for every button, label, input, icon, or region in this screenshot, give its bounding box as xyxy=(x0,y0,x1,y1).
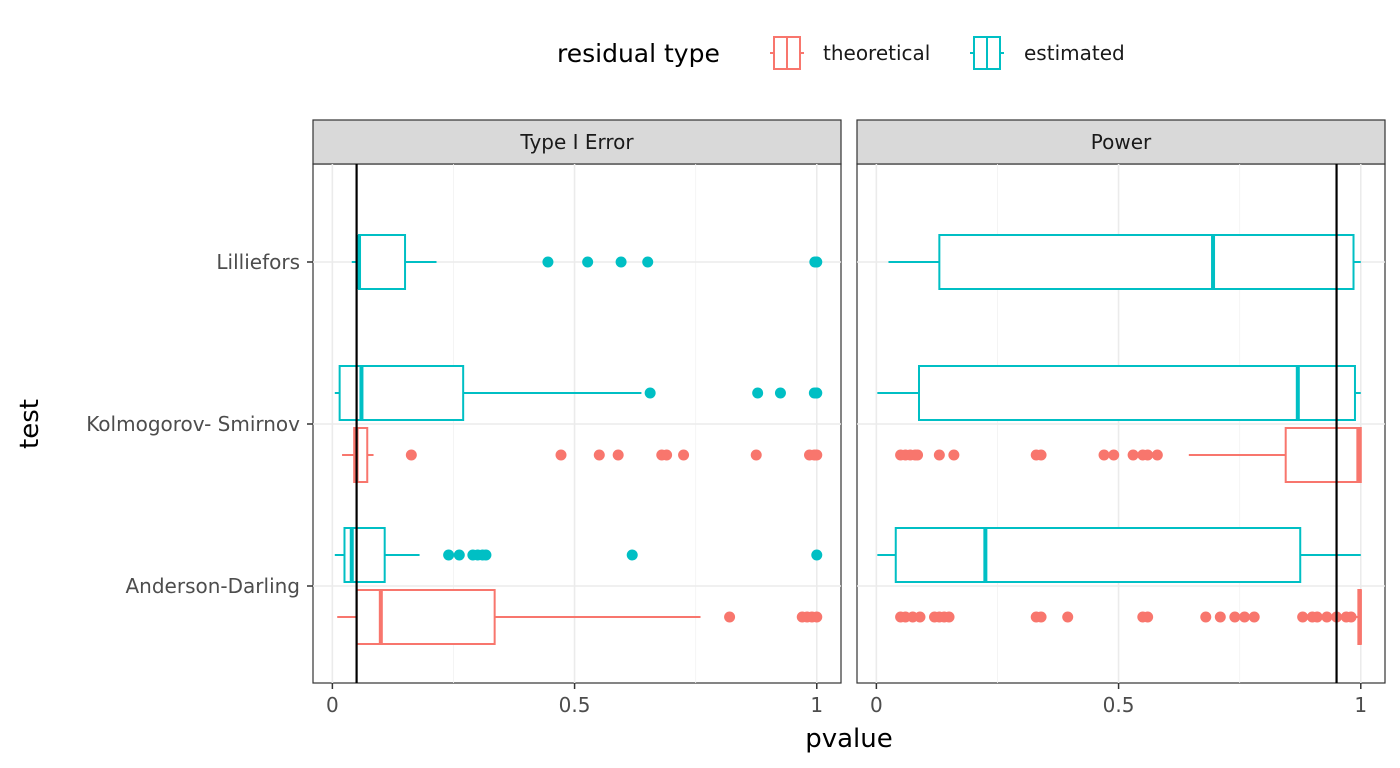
y-axis-title: test xyxy=(15,399,45,449)
y-tick-label-anderson-darling: Anderson-Darling xyxy=(126,574,301,598)
outlier-point xyxy=(1229,611,1241,623)
y-tick-label-kolmogorov-smirnov: Kolmogorov- Smirnov xyxy=(86,412,300,436)
panel-type-i-error: Type I Error 0 0.5 1 Lilliefors Kolmogorov- S… xyxy=(86,119,842,717)
outlier-point xyxy=(1035,611,1047,623)
x-tick-label: 1 xyxy=(810,693,823,717)
outlier-point xyxy=(750,449,762,461)
box-kolmogorov-smirnov-theoretical xyxy=(895,427,1362,483)
box-lilliefors-estimated xyxy=(351,234,823,290)
outlier-point xyxy=(811,449,823,461)
box-anderson-darling-estimated xyxy=(334,527,823,583)
outlier-point xyxy=(724,611,736,623)
outlier-point xyxy=(774,387,786,399)
box-iqr xyxy=(918,365,1356,421)
box-iqr xyxy=(355,589,496,645)
x-tick-label: 0 xyxy=(326,693,339,717)
outlier-point xyxy=(914,611,926,623)
box-anderson-darling-estimated xyxy=(877,527,1361,583)
x-tick-label: 0.5 xyxy=(1103,693,1135,717)
outlier-point xyxy=(1248,611,1260,623)
outlier-point xyxy=(555,449,567,461)
outlier-point xyxy=(948,449,960,461)
outlier-point xyxy=(480,549,492,561)
box-iqr xyxy=(894,527,1302,583)
outlier-point xyxy=(933,449,945,461)
facet-strip xyxy=(856,119,1386,165)
outlier-point xyxy=(593,449,605,461)
box-lilliefors-estimated xyxy=(888,234,1361,290)
outlier-point xyxy=(453,549,465,561)
box-iqr xyxy=(338,365,465,421)
outlier-point xyxy=(912,449,924,461)
legend-title: residual type xyxy=(557,39,720,68)
outlier-point xyxy=(811,387,823,399)
legend-entry-theoretical: theoretical xyxy=(770,36,930,70)
outlier-point xyxy=(626,549,638,561)
outlier-point xyxy=(1062,611,1074,623)
box-iqr xyxy=(358,234,407,290)
y-tick-label-lilliefors: Lilliefors xyxy=(216,250,300,274)
outlier-point xyxy=(811,611,823,623)
outlier-point xyxy=(1035,449,1047,461)
panel-power: Power 0 0.5 1 xyxy=(856,119,1386,717)
x-tick-label: 0 xyxy=(870,693,883,717)
facet-strip xyxy=(312,119,842,165)
outlier-point xyxy=(644,387,656,399)
outlier-point xyxy=(1214,611,1226,623)
outlier-point xyxy=(1142,449,1154,461)
box-iqr xyxy=(1284,427,1362,483)
outlier-point xyxy=(1321,611,1333,623)
legend: residual type theoretical estimated xyxy=(557,36,1125,70)
outlier-point xyxy=(1297,611,1309,623)
outlier-point xyxy=(1098,449,1110,461)
box-anderson-darling-theoretical xyxy=(337,589,823,645)
outlier-point xyxy=(405,449,417,461)
outlier-point xyxy=(612,449,624,461)
outlier-point xyxy=(1108,449,1120,461)
outlier-point xyxy=(642,256,654,268)
outlier-point xyxy=(1311,611,1323,623)
facet-strip-label: Type I Error xyxy=(519,130,634,154)
outlier-point xyxy=(1239,611,1251,623)
outlier-point xyxy=(811,549,823,561)
box-kolmogorov-smirnov-estimated xyxy=(877,365,1361,421)
legend-entries: theoretical estimated xyxy=(770,36,1125,70)
outlier-point xyxy=(582,256,594,268)
box-kolmogorov-smirnov-estimated xyxy=(334,365,823,421)
facet-strip-label: Power xyxy=(1091,130,1152,154)
facet-panels: Type I Error 0 0.5 1 Lilliefors Kolmogorov- S… xyxy=(86,119,1386,717)
outlier-point xyxy=(1345,611,1357,623)
outlier-point xyxy=(752,387,764,399)
outlier-point xyxy=(661,449,673,461)
x-tick-label: 1 xyxy=(1354,693,1367,717)
outlier-point xyxy=(678,449,690,461)
legend-label-estimated: estimated xyxy=(1024,41,1125,65)
x-axis-title: pvalue xyxy=(805,724,893,754)
box-iqr xyxy=(938,234,1355,290)
outlier-point xyxy=(943,611,955,623)
legend-label-theoretical: theoretical xyxy=(823,41,930,65)
outlier-point xyxy=(443,549,455,561)
outlier-point xyxy=(1200,611,1212,623)
outlier-point xyxy=(542,256,554,268)
x-tick-label: 0.5 xyxy=(559,693,591,717)
outlier-point xyxy=(1142,611,1154,623)
legend-entry-estimated: estimated xyxy=(970,36,1125,70)
box-anderson-darling-theoretical xyxy=(895,589,1362,645)
outlier-point xyxy=(811,256,823,268)
outlier-point xyxy=(1127,449,1139,461)
outlier-point xyxy=(1151,449,1163,461)
outlier-point xyxy=(615,256,627,268)
